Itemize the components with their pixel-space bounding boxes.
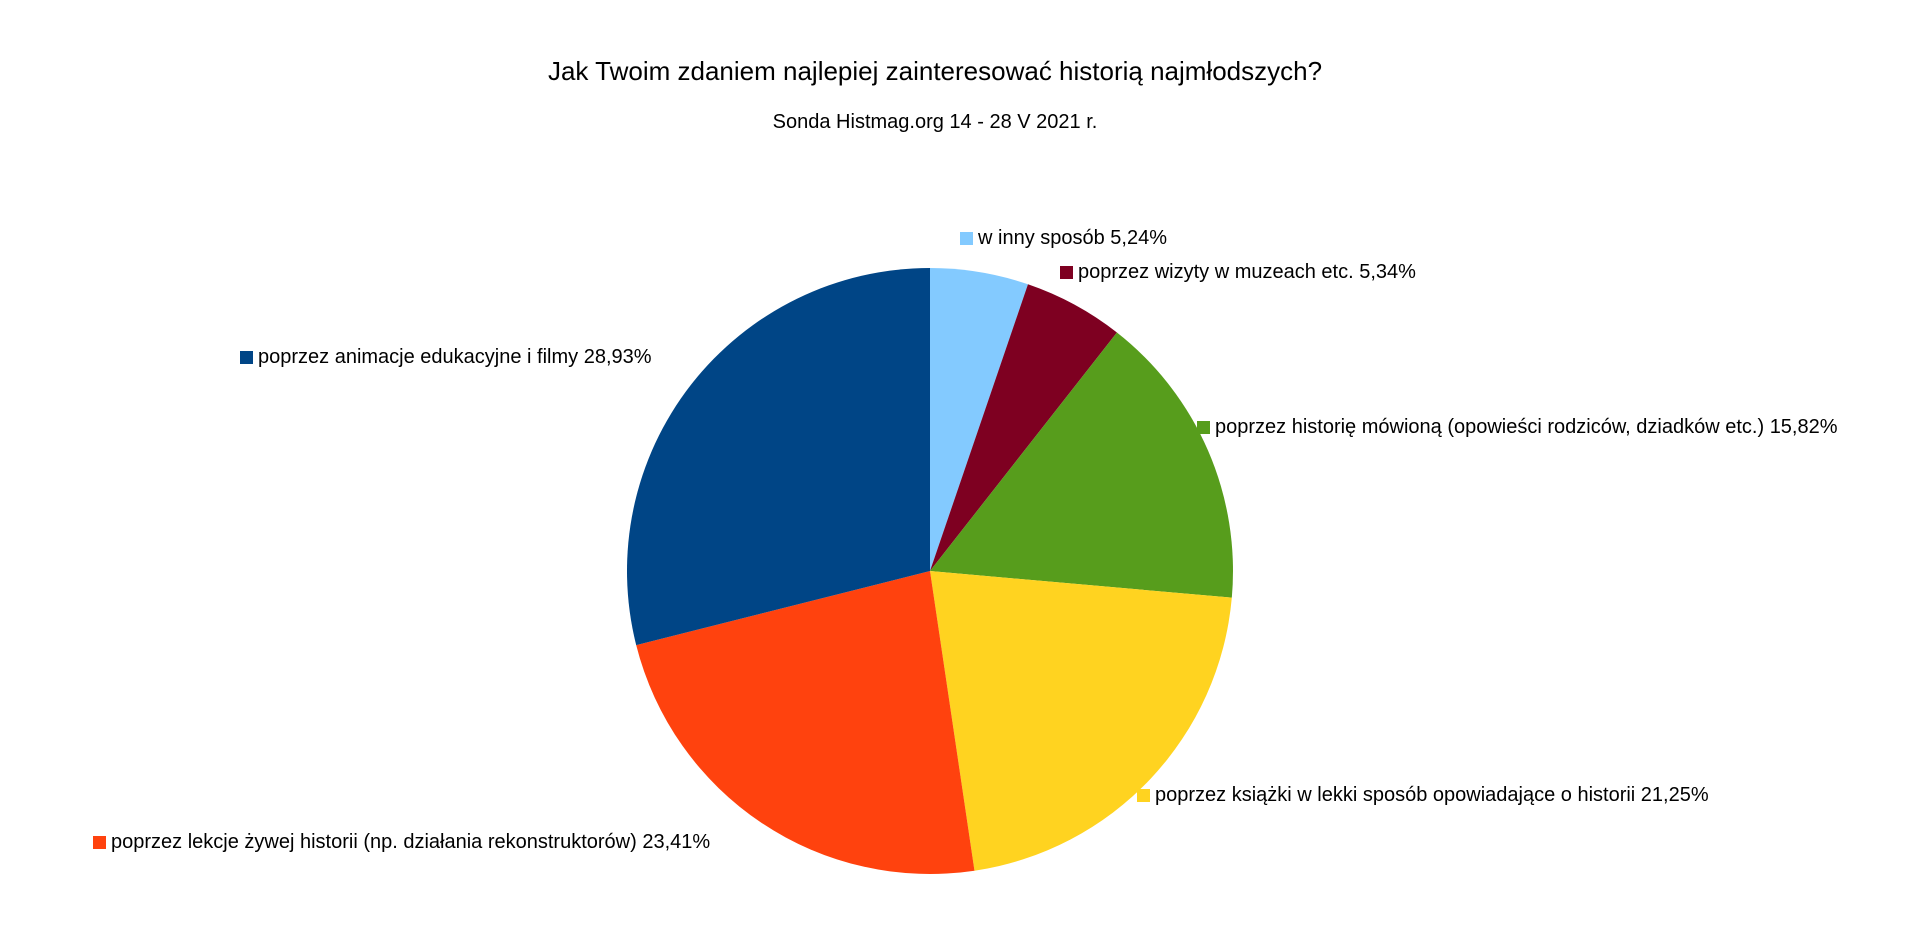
- pie-slice-1: [930, 268, 1028, 571]
- pie-slice-6: [626, 268, 930, 646]
- pie-slice-4: [930, 571, 1232, 871]
- slice-label-3: poprzez historię mówioną (opowieści rodz…: [1215, 416, 1838, 438]
- slice-label-key-1: [960, 232, 973, 245]
- pie-slice-2: [930, 284, 1117, 571]
- slice-label-key-4: [1137, 789, 1150, 802]
- slice-label-5: poprzez lekcje żywej historii (np. dział…: [111, 831, 710, 853]
- slice-label-6: poprzez animacje edukacyjne i filmy 28,9…: [258, 346, 652, 368]
- pie-slice-5: [636, 571, 975, 875]
- slice-label-4: poprzez książki w lekki sposób opowiadaj…: [1155, 784, 1709, 806]
- slice-label-2: poprzez wizyty w muzeach etc. 5,34%: [1078, 261, 1416, 283]
- slice-label-1: w inny sposób 5,24%: [977, 227, 1167, 249]
- pie-slices: [626, 268, 1233, 875]
- slice-label-key-5: [93, 836, 106, 849]
- chart-subtitle: Sonda Histmag.org 14 - 28 V 2021 r.: [773, 111, 1098, 133]
- pie-slice-3: [930, 332, 1233, 598]
- slice-labels: w inny sposób 5,24% poprzez wizyty w muze…: [93, 227, 1838, 853]
- slice-label-key-2: [1060, 266, 1073, 279]
- slice-label-key-6: [240, 351, 253, 364]
- slice-label-key-3: [1197, 421, 1210, 434]
- chart-title: Jak Twoim zdaniem najlepiej zainteresowa…: [548, 56, 1322, 86]
